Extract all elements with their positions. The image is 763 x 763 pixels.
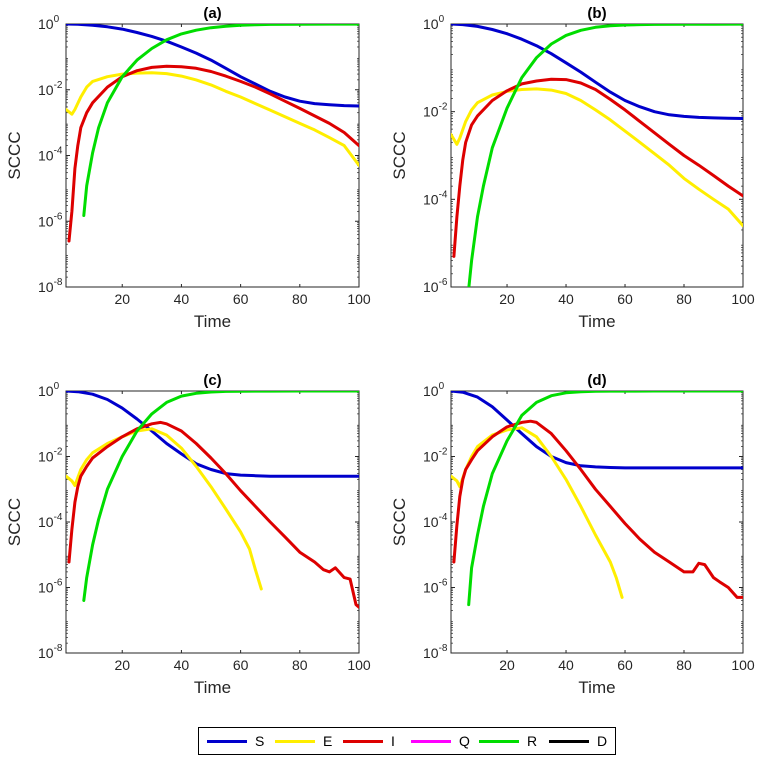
legend-label-S: S <box>255 733 265 749</box>
y-tick-label: 10-2 <box>38 80 63 98</box>
y-tick-label: 100 <box>423 381 445 399</box>
y-tick-label: 10-4 <box>423 512 448 530</box>
y-tick-label: 10-4 <box>423 189 448 207</box>
panel-c: 20 40 60 80 100 10-8 10-6 10-4 10-2 100 (c) Time SCC… <box>5 372 371 697</box>
legend-swatch-R <box>479 740 519 743</box>
x-axis-label: Time <box>194 678 231 697</box>
x-tick-label: 40 <box>558 657 574 673</box>
y-axis-label: SCCC <box>5 131 24 179</box>
y-tick-label: 10-4 <box>38 146 63 164</box>
y-tick-label: 100 <box>38 14 60 32</box>
x-tick-label: 80 <box>676 291 692 307</box>
series-line-E <box>451 87 743 228</box>
x-tick-label: 80 <box>676 657 692 673</box>
x-tick-label: 40 <box>558 291 574 307</box>
legend-label-Q: Q <box>459 733 470 749</box>
x-axis-label: Time <box>578 312 615 331</box>
legend-label-I: I <box>391 733 395 749</box>
legend-swatch-D <box>549 740 589 743</box>
series-line-E <box>66 71 359 167</box>
chart-title: (d) <box>587 372 606 389</box>
x-tick-label: 100 <box>731 657 755 673</box>
series-line-R <box>82 24 359 217</box>
plot-frame <box>65 23 360 288</box>
legend-swatch-Q <box>411 740 451 743</box>
legend-label-D: D <box>597 733 608 749</box>
series-group <box>66 391 359 609</box>
series-group <box>451 24 743 287</box>
plot-frame <box>65 390 360 654</box>
x-axis-label: Time <box>578 678 615 697</box>
series-line-S <box>451 24 743 120</box>
panel-b: 20 40 60 80 100 10-6 10-4 10-2 100 (b) Time SCCC <box>390 5 755 331</box>
series-line-S <box>66 391 359 478</box>
series-line-S <box>451 391 743 470</box>
y-tick-label: 100 <box>423 14 445 32</box>
chart-title: (b) <box>587 5 606 22</box>
x-tick-label: 20 <box>499 657 515 673</box>
y-tick-label: 10-8 <box>38 643 63 661</box>
x-tick-label: 80 <box>292 657 308 673</box>
y-axis-label: SCCC <box>390 498 409 546</box>
series-line-I <box>67 420 359 609</box>
legend-swatch-S <box>207 740 247 743</box>
series-line-R <box>82 391 359 602</box>
chart-title: (a) <box>203 5 221 22</box>
x-axis-label: Time <box>194 312 231 331</box>
plot-frame <box>450 390 744 654</box>
y-tick-label: 10-2 <box>38 447 63 465</box>
legend-swatch-E <box>275 740 315 743</box>
series-line-E <box>66 427 263 591</box>
plot-frame <box>450 23 744 288</box>
y-axis-label: SCCC <box>5 498 24 546</box>
x-tick-label: 40 <box>174 291 190 307</box>
chart-title: (c) <box>203 372 221 389</box>
legend-label-E: E <box>323 733 333 749</box>
x-tick-label: 40 <box>174 657 190 673</box>
y-tick-label: 10-8 <box>423 643 448 661</box>
panel-d: 20 40 60 80 100 10-8 10-6 10-4 10-2 100 (d) Time SCC… <box>390 372 755 697</box>
x-tick-label: 20 <box>499 291 515 307</box>
series-line-I <box>452 77 743 258</box>
x-tick-label: 60 <box>617 291 633 307</box>
x-tick-label: 60 <box>233 291 249 307</box>
y-tick-label: 10-6 <box>38 578 63 596</box>
x-tick-label: 20 <box>114 657 130 673</box>
x-tick-label: 80 <box>292 291 308 307</box>
panel-a: 20 40 60 80 100 10-8 10-6 10-4 10-2 100 (a) Time SCC… <box>5 5 371 331</box>
x-tick-label: 100 <box>731 291 755 307</box>
y-axis-label: SCCC <box>390 131 409 179</box>
y-tick-label: 100 <box>38 381 60 399</box>
x-tick-label: 60 <box>233 657 249 673</box>
y-tick-label: 10-2 <box>423 447 448 465</box>
y-tick-label: 10-4 <box>38 512 63 530</box>
y-tick-label: 10-6 <box>423 578 448 596</box>
x-tick-label: 100 <box>347 291 371 307</box>
y-tick-label: 10-6 <box>423 277 448 295</box>
legend-swatch-I <box>343 740 383 743</box>
series-line-R <box>467 391 743 607</box>
series-group <box>66 24 359 243</box>
series-group <box>451 391 743 607</box>
x-tick-label: 20 <box>114 291 130 307</box>
series-line-I <box>67 64 359 243</box>
series-line-S <box>66 24 359 108</box>
y-tick-label: 10-2 <box>423 102 448 120</box>
y-tick-label: 10-8 <box>38 277 63 295</box>
x-tick-label: 100 <box>347 657 371 673</box>
y-tick-label: 10-6 <box>38 211 63 229</box>
legend-label-R: R <box>527 733 538 749</box>
series-line-R <box>467 24 743 287</box>
x-tick-label: 60 <box>617 657 633 673</box>
series-line-I <box>452 419 743 599</box>
